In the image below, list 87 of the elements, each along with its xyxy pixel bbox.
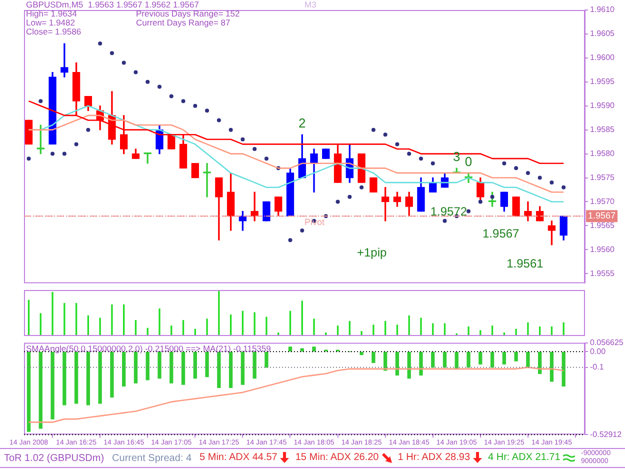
point: [216, 118, 221, 122]
text: Current Spread: 4: [112, 452, 192, 464]
y-tick-label: 0.00: [590, 346, 606, 356]
point: [134, 70, 138, 74]
point: [288, 238, 292, 242]
point: [110, 51, 114, 56]
text: 5 Min: ADX 44.57: [200, 452, 278, 464]
y-tick-label: 1.9580: [590, 148, 616, 158]
chart-title: SMAAngle(50,0.15000000,2.0) -0.215000 ==> MA(21) -0.115359: [26, 343, 272, 354]
y-tick-label: -0.1: [590, 362, 604, 372]
text: 4 Hr: ADX 21.71: [488, 452, 560, 464]
annotation: Close= 1.9586: [26, 26, 82, 37]
annotation: 2: [298, 116, 306, 131]
point: [157, 84, 162, 89]
point: [146, 80, 150, 84]
ref-line-label: Pivot: [304, 217, 326, 228]
point: [407, 152, 412, 156]
annotation: Low= 1.9482: [26, 18, 76, 28]
y-tick-label: 1.9610: [590, 5, 616, 14]
text: ToR 1.02 (GBPUSDm): [4, 452, 104, 464]
point: [169, 94, 174, 98]
annotation: +1pip: [356, 245, 387, 260]
point: [562, 185, 566, 190]
annotation: Previous Days Range= 152: [136, 8, 240, 19]
y-tick-label: 0.056625: [590, 338, 624, 348]
y-tick-label: 1.9590: [590, 101, 616, 110]
point: [122, 60, 126, 65]
text: M3: [304, 0, 317, 10]
point: [430, 161, 435, 166]
point: [466, 209, 471, 214]
point: [383, 132, 388, 137]
y-tick-label: 1.9555: [590, 268, 616, 278]
point: [526, 170, 530, 175]
annotation: 1.9567: [482, 226, 520, 240]
text: 15 Min: ADX 26.20: [295, 452, 379, 464]
point: [336, 200, 340, 204]
y-tick-label: 1.9605: [590, 29, 616, 38]
point: [371, 128, 376, 132]
y-tick-label: 1.9575: [590, 172, 616, 182]
candlestick: [370, 177, 378, 192]
point: [62, 152, 66, 156]
chart-title: GBPUSDm,M5 1.9563 1.9567 1.9562 1.9567: [26, 0, 200, 10]
point: [205, 108, 210, 113]
candlestick: [512, 196, 520, 216]
candlestick: [358, 153, 366, 183]
point: [502, 161, 506, 166]
point: [300, 228, 304, 232]
point: [360, 185, 364, 190]
annotation: Current Days Range= 87: [136, 18, 231, 28]
annotation: 0: [464, 154, 472, 170]
point: [193, 104, 198, 108]
point: [264, 156, 268, 161]
point: [252, 146, 257, 151]
text: 1 Hr: ADX 28.93: [398, 452, 470, 464]
ref-line-label: 1.9567: [588, 210, 616, 221]
candlestick: [191, 163, 199, 178]
y-tick-label: -0.52912: [590, 430, 622, 439]
y-tick-label: 1.9585: [590, 125, 616, 134]
candlestick: [262, 201, 270, 222]
y-tick-label: 1.9565: [590, 220, 616, 230]
point: [395, 142, 400, 146]
point: [38, 99, 43, 104]
point: [74, 142, 78, 146]
annotation: High= 1.9634: [26, 8, 78, 19]
candlestick: [322, 148, 330, 159]
candlestick: [203, 163, 211, 198]
y-tick-label: 1.9570: [590, 196, 616, 206]
point: [240, 137, 245, 142]
point: [538, 176, 542, 180]
point: [228, 128, 233, 132]
point: [490, 194, 494, 199]
point: [442, 218, 447, 223]
point: [418, 156, 423, 161]
point: [550, 180, 554, 185]
point: [26, 156, 31, 161]
point: [98, 42, 102, 46]
annotation: 1.9561: [506, 256, 544, 270]
y-tick-label: 1.9560: [590, 244, 616, 254]
y-tick-label: 1.9595: [590, 77, 616, 86]
point: [50, 152, 55, 156]
annotation: 1.9572: [430, 204, 468, 218]
point: [514, 166, 518, 170]
point: [348, 194, 352, 199]
point: [478, 200, 482, 204]
point: [181, 99, 186, 104]
point: [86, 128, 90, 132]
y-tick-label: 1.9600: [590, 53, 616, 62]
